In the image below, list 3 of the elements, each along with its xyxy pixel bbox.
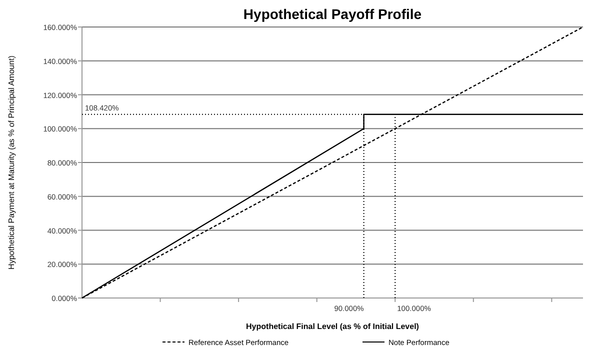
x-axis-title: Hypothetical Final Level (as % of Initial Level) (246, 322, 420, 331)
chart-title: Hypothetical Payoff Profile (243, 6, 422, 22)
y-axis-title: Hypothetical Payment at Maturity (as % of Principal Amount) (7, 55, 16, 270)
